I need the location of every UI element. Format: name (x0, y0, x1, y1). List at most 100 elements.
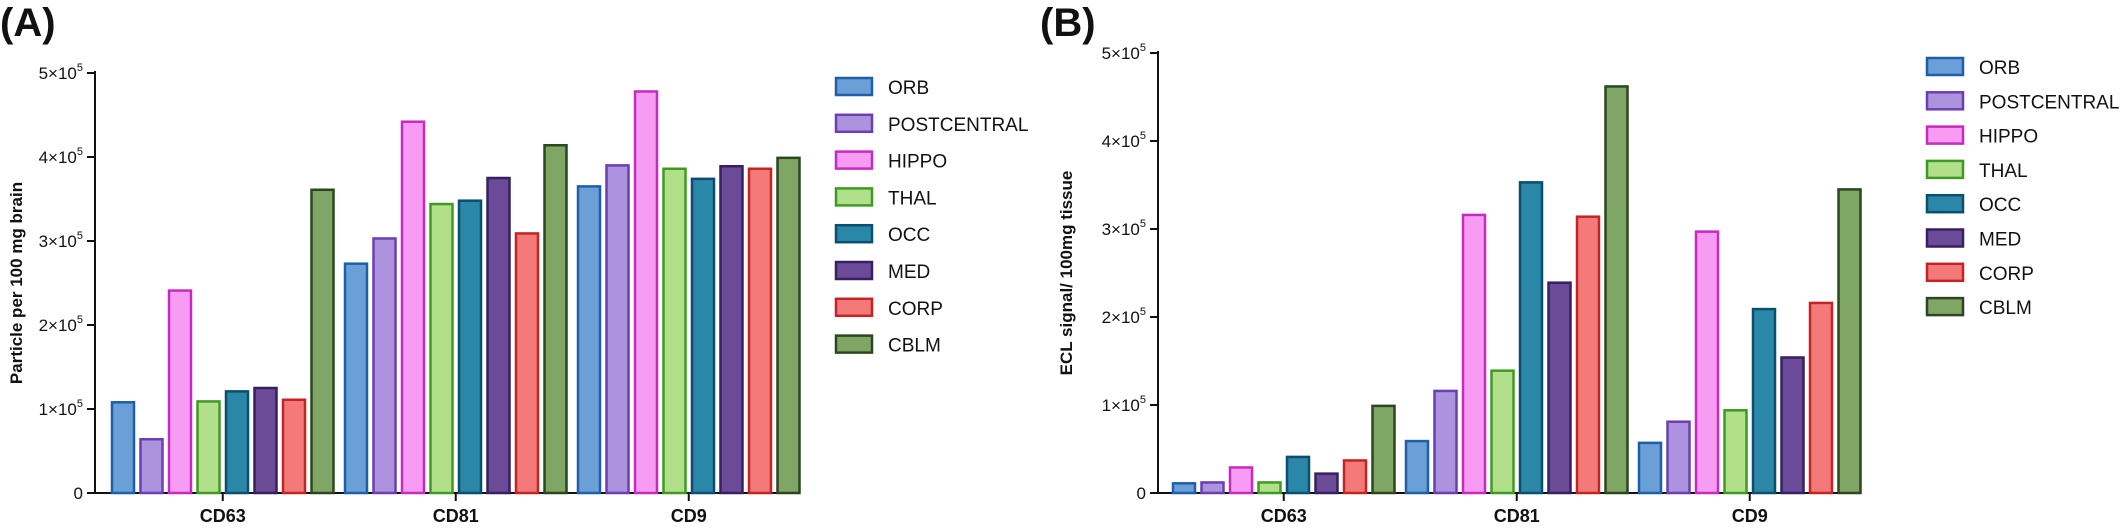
bar-cd9-med (1780, 356, 1805, 495)
bar-cd63-hippo (1228, 466, 1254, 495)
bar-cd81-occ (457, 199, 483, 495)
y-axis-title: ECL signal/ 100mg tissue (1057, 171, 1076, 376)
y-tick-label: 5×105 (1102, 42, 1146, 63)
bar-cd63-thal (196, 400, 221, 495)
legend-swatch (1925, 228, 1965, 248)
bar-cd9-corp (1808, 301, 1834, 495)
x-tick-label: CD63 (1261, 506, 1307, 526)
bar-cd81-hippo (400, 120, 426, 495)
bar-cd63-corp (281, 398, 307, 495)
x-tick-label: CD9 (1732, 506, 1768, 526)
chart-panel-a: (A) 0 1×105 2×105 3×105 4×105 5×105 Particle pe… (0, 1, 1028, 526)
bar-cd81-occ (1518, 181, 1544, 495)
y-tick-label: 0 (1137, 484, 1146, 503)
bar-cd9-postcentral (1666, 420, 1691, 495)
panel-label: (A) (0, 1, 56, 45)
legend-swatch (1925, 91, 1965, 111)
legend-label: OCC (1979, 195, 2021, 216)
legend-label: CBLM (1979, 298, 2032, 319)
y-tick-label: 0 (74, 484, 83, 503)
bar-cd63-med (1314, 472, 1339, 495)
legend-swatch (1925, 262, 1965, 283)
legend-label: CORP (1979, 264, 2034, 285)
bar-cd63-occ (1285, 455, 1311, 495)
y-tick-label: 2×105 (1102, 306, 1146, 327)
legend-swatch (834, 187, 874, 207)
bar-cd9-cblm (1837, 188, 1862, 495)
legend-swatch (834, 223, 874, 244)
bar-cd9-corp (747, 167, 773, 495)
bar-cd81-thal (1490, 369, 1515, 495)
bar-cd81-thal (429, 202, 454, 495)
legend-swatch (1925, 193, 1965, 214)
bar-cd9-thal (1723, 409, 1748, 495)
legend-swatch (834, 260, 874, 281)
bar-cd63-thal (1257, 481, 1282, 495)
legend-label: POSTCENTRAL (1979, 92, 2119, 113)
bar-cd63-hippo (167, 289, 193, 495)
bar-cd81-cblm (1604, 85, 1629, 495)
bar-cd81-orb (343, 262, 369, 495)
legend-label: ORB (1979, 58, 2020, 79)
x-tick-label: CD9 (671, 506, 707, 526)
bar-cd63-orb (1171, 482, 1197, 495)
bar-cd81-cblm (543, 143, 568, 495)
bar-cd9-orb (1637, 441, 1663, 495)
bar-cd81-med (486, 176, 511, 495)
bar-cd9-hippo (633, 90, 659, 495)
bar-cd63-postcentral (1200, 481, 1225, 495)
bar-cd63-cblm (1371, 404, 1396, 495)
legend-label: ORB (888, 78, 929, 99)
bar-cd9-thal (662, 167, 687, 495)
legend: ORB POSTCENTRAL HIPPO THAL OCC MED CORP CBLM (1925, 56, 2119, 319)
bar-cd81-orb (1404, 439, 1430, 495)
legend-swatch (1925, 159, 1965, 180)
x-tick-label: CD81 (433, 506, 479, 526)
x-tick-label: CD81 (1494, 506, 1540, 526)
legend-swatch (834, 113, 874, 134)
legend: ORB POSTCENTRAL HIPPO THAL OCC MED CORP CBLM (834, 76, 1028, 357)
chart-panel-b: (B) 0 1×105 2×105 3×105 4×105 5×105 ECL signal/… (1040, 1, 2119, 526)
bar-cd63-orb (110, 401, 136, 495)
legend-label: HIPPO (888, 152, 947, 173)
legend-label: OCC (888, 225, 930, 246)
legend-label: THAL (1979, 161, 2028, 182)
bar-cd81-hippo (1461, 213, 1487, 495)
legend-label: MED (888, 262, 930, 283)
bar-cd9-orb (576, 185, 602, 495)
legend-label: MED (1979, 230, 2021, 251)
bar-cd9-med (719, 164, 744, 495)
y-tick-label: 4×105 (39, 146, 83, 167)
bar-cd63-occ (224, 390, 250, 495)
bar-cd63-postcentral (139, 437, 164, 495)
x-tick-label: CD63 (200, 506, 246, 526)
legend-swatch (1925, 56, 1965, 77)
bar-cd63-med (253, 386, 278, 495)
legend-label: CORP (888, 299, 943, 320)
y-axis-title: Particle per 100 mg brain (7, 182, 26, 384)
bar-cd63-cblm (310, 188, 335, 495)
panel-label: (B) (1040, 1, 1096, 45)
bar-cd9-occ (1751, 307, 1777, 495)
bar-cd9-postcentral (605, 164, 630, 495)
bar-cd9-hippo (1694, 230, 1720, 495)
bar-cd81-corp (514, 232, 540, 495)
legend-swatch (834, 76, 874, 97)
bar-cd9-cblm (776, 156, 801, 495)
legend-label: POSTCENTRAL (888, 115, 1028, 136)
bar-cd63-corp (1342, 459, 1368, 495)
legend-swatch (1925, 296, 1965, 317)
legend-swatch (834, 297, 874, 318)
legend-swatch (834, 150, 874, 170)
bar-cd81-postcentral (372, 237, 397, 495)
legend-swatch (1925, 125, 1965, 145)
y-tick-label: 2×105 (39, 314, 83, 335)
bar-cd81-postcentral (1433, 389, 1458, 495)
legend-label: CBLM (888, 336, 941, 357)
bar-cd81-corp (1575, 215, 1601, 495)
legend-label: THAL (888, 188, 937, 209)
y-tick-label: 3×105 (1102, 218, 1146, 239)
y-tick-label: 1×105 (1102, 394, 1146, 415)
y-tick-label: 4×105 (1102, 130, 1146, 151)
